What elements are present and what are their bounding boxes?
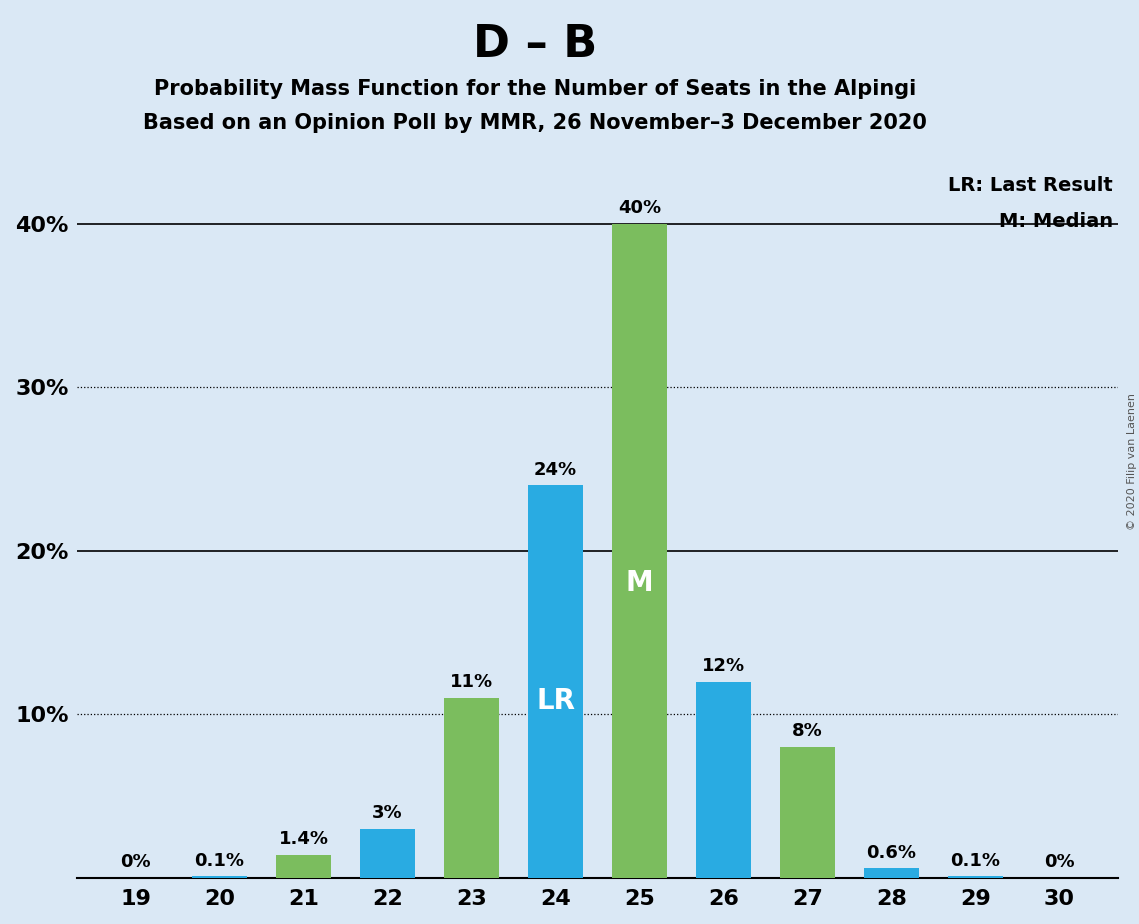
Text: 0.6%: 0.6% <box>867 844 917 861</box>
Text: Based on an Opinion Poll by MMR, 26 November–3 December 2020: Based on an Opinion Poll by MMR, 26 Nove… <box>144 113 927 133</box>
Bar <box>949 876 1002 878</box>
Text: M: Median: M: Median <box>999 213 1113 231</box>
Text: 0%: 0% <box>121 854 151 871</box>
Text: 8%: 8% <box>792 723 822 740</box>
Text: © 2020 Filip van Laenen: © 2020 Filip van Laenen <box>1126 394 1137 530</box>
Text: 3%: 3% <box>372 804 403 822</box>
Text: 40%: 40% <box>618 199 661 217</box>
Text: 11%: 11% <box>450 674 493 691</box>
Text: 0.1%: 0.1% <box>951 852 1000 869</box>
Bar <box>360 829 415 878</box>
Text: 12%: 12% <box>702 657 745 675</box>
Text: Probability Mass Function for the Number of Seats in the Alpingi: Probability Mass Function for the Number… <box>154 79 917 99</box>
Bar <box>444 698 499 878</box>
Text: 24%: 24% <box>534 461 577 479</box>
Text: D – B: D – B <box>473 23 598 67</box>
Bar <box>277 855 331 878</box>
Text: LR: LR <box>536 687 575 715</box>
Bar <box>192 876 247 878</box>
Text: M: M <box>625 569 654 598</box>
Bar <box>865 868 919 878</box>
Bar <box>528 485 583 878</box>
Text: LR: Last Result: LR: Last Result <box>949 176 1113 195</box>
Bar <box>780 747 835 878</box>
Text: 0.1%: 0.1% <box>195 852 245 869</box>
Bar <box>613 224 666 878</box>
Bar <box>696 682 751 878</box>
Text: 1.4%: 1.4% <box>279 831 329 848</box>
Text: 0%: 0% <box>1044 854 1075 871</box>
